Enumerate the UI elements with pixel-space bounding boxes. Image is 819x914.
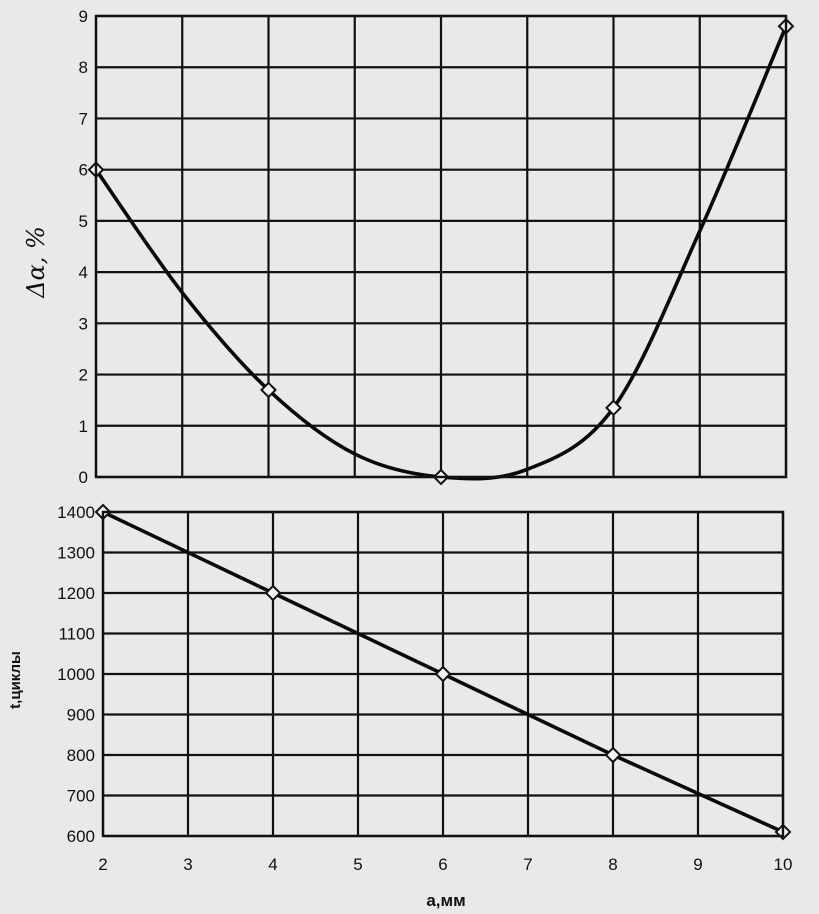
y-tick-label: 1400 xyxy=(57,503,95,522)
top-y-tick-labels: 0 1 2 3 4 5 6 7 8 9 xyxy=(79,7,88,487)
x-tick-label: 5 xyxy=(353,855,362,874)
y-tick-label: 5 xyxy=(79,212,88,231)
bottom-y-tick-labels: 600 700 800 900 1000 1100 1200 1300 1400 xyxy=(57,503,95,846)
y-tick-label: 8 xyxy=(79,58,88,77)
x-tick-label: 7 xyxy=(523,855,532,874)
y-tick-label: 900 xyxy=(67,706,95,725)
bottom-x-tick-labels: 2 3 4 5 6 7 8 9 10 xyxy=(98,855,792,874)
data-point-marker xyxy=(434,665,452,683)
y-tick-label: 1300 xyxy=(57,544,95,563)
data-point-marker xyxy=(605,399,622,417)
bottom-plot-frame xyxy=(101,510,785,838)
top-chart: 0 1 2 3 4 5 6 7 8 9 Δα, % xyxy=(22,7,795,487)
y-tick-label: 0 xyxy=(79,468,88,487)
y-tick-label: 700 xyxy=(67,787,95,806)
data-point-marker xyxy=(264,584,282,602)
y-tick-label: 1200 xyxy=(57,584,95,603)
x-tick-label: 6 xyxy=(438,855,447,874)
data-point-marker xyxy=(604,746,622,764)
top-plot-frame xyxy=(94,14,788,479)
bottom-y-axis-label: t,циклы xyxy=(7,651,24,709)
y-tick-label: 6 xyxy=(79,161,88,180)
y-tick-label: 1 xyxy=(79,417,88,436)
data-point-marker xyxy=(260,381,277,399)
y-tick-label: 1000 xyxy=(57,665,95,684)
y-tick-label: 9 xyxy=(79,7,88,26)
x-tick-label: 10 xyxy=(774,855,793,874)
y-tick-label: 800 xyxy=(67,746,95,765)
x-tick-label: 3 xyxy=(183,855,192,874)
x-tick-label: 8 xyxy=(608,855,617,874)
y-tick-label: 600 xyxy=(67,827,95,846)
y-tick-label: 4 xyxy=(79,263,88,282)
bottom-chart: 600 700 800 900 1000 1100 1200 1300 1400 2 3 4 5 6 7 8… xyxy=(7,503,792,910)
y-tick-label: 3 xyxy=(79,314,88,333)
top-y-axis-label: Δα, % xyxy=(22,226,50,299)
y-tick-label: 1100 xyxy=(58,625,95,644)
x-tick-label: 4 xyxy=(268,855,277,874)
x-tick-label: 9 xyxy=(693,855,702,874)
x-axis-label: a,мм xyxy=(426,891,465,910)
x-tick-label: 2 xyxy=(98,855,107,874)
top-grid xyxy=(94,14,788,479)
y-tick-label: 2 xyxy=(79,366,88,385)
y-tick-label: 7 xyxy=(79,109,88,128)
